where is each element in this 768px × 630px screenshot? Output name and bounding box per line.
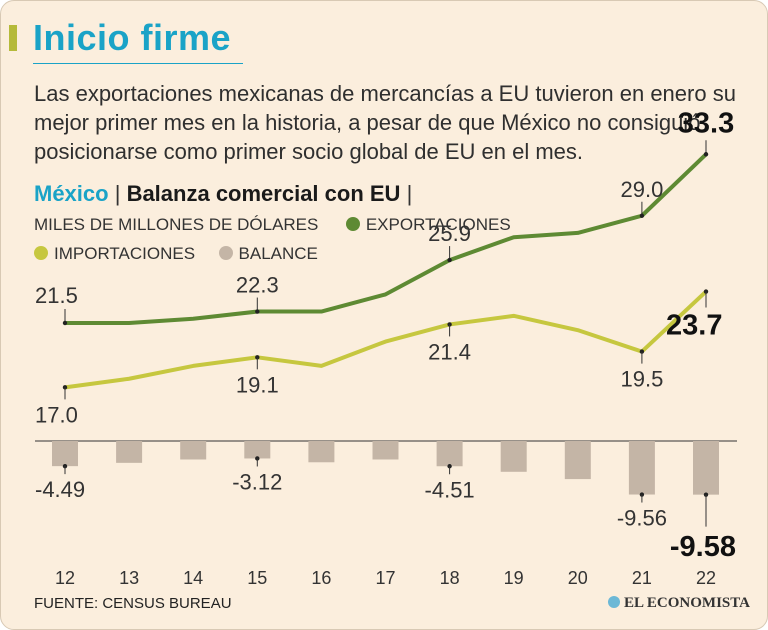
exports-point-15 — [255, 309, 260, 314]
balance-bar-19 — [500, 441, 527, 472]
chart-title: Balanza comercial con EU — [126, 181, 401, 206]
chart-separator-right: | — [406, 181, 413, 206]
x-tick-label-16: 16 — [311, 568, 331, 588]
balance-bar-22 — [693, 441, 719, 495]
units-label: MILES DE MILLONES DE DÓLARES — [34, 215, 319, 234]
exports-point-12 — [62, 320, 68, 326]
chart-country: México — [34, 181, 109, 206]
balance-bar-15 — [244, 441, 271, 459]
imports-point-21 — [639, 349, 645, 354]
exports-value-label-21: 29.0 — [620, 177, 663, 202]
x-tick-label-14: 14 — [183, 568, 203, 588]
exports-point-21 — [639, 213, 645, 218]
legend-balance-label: BALANCE — [238, 244, 318, 263]
brand-logo-icon — [608, 596, 620, 608]
balance-bar-16 — [308, 441, 335, 463]
exports-value-label-15: 22.3 — [236, 273, 279, 298]
imports-line — [63, 289, 708, 390]
exports-point-18 — [447, 257, 452, 263]
exports-point-22 — [703, 152, 709, 157]
exports-value-label-18: 25.9 — [428, 221, 471, 246]
exports-line — [63, 152, 708, 325]
x-tick-label-20: 20 — [568, 568, 588, 588]
legend-imports-label: IMPORTACIONES — [54, 244, 196, 263]
x-tick-label-15: 15 — [247, 568, 267, 588]
balance-bar-14 — [180, 441, 207, 460]
legend-balance-dot — [218, 246, 233, 260]
legend-imports-dot — [34, 246, 48, 260]
description: Las exportaciones mexicanas de mercancía… — [34, 81, 736, 164]
imports-point-12 — [62, 385, 68, 390]
chart-separator-left: | — [114, 181, 121, 206]
legend-row-1: MILES DE MILLONES DE DÓLARES EXPORTACION… — [34, 215, 511, 235]
balance-bar-18 — [436, 441, 463, 467]
balance-bar-17 — [372, 441, 399, 460]
imports-point-22 — [703, 289, 709, 294]
balance-bar-13 — [116, 441, 143, 463]
legend-row-2: IMPORTACIONES BALANCE — [34, 244, 318, 264]
legend-exports-dot — [345, 217, 360, 231]
imports-value-label-22: 23.7 — [666, 310, 722, 342]
balance-bar-20 — [564, 441, 591, 480]
exports-value-label-22: 33.3 — [678, 107, 734, 139]
x-tick-label-17: 17 — [375, 568, 395, 588]
imports-value-label-15: 19.1 — [236, 372, 279, 397]
title-accent-bar — [9, 25, 17, 51]
imports-value-label-21: 19.5 — [620, 367, 663, 392]
imports-value-label-12: 17.0 — [35, 402, 78, 427]
x-tick-label-12: 12 — [55, 568, 75, 588]
x-tick-label-21: 21 — [632, 568, 652, 588]
brand-name: EL ECONOMISTA — [624, 595, 750, 611]
balance-bar-21 — [628, 441, 655, 495]
title-underline — [33, 63, 243, 64]
source-note: FUENTE: CENSUS BUREAU — [34, 595, 232, 612]
x-tick-label-22: 22 — [696, 568, 716, 588]
balance-value-label-22: -9.58 — [670, 531, 736, 563]
x-tick-label-18: 18 — [440, 568, 460, 588]
chart-heading: México | Balanza comercial con EU | — [34, 181, 412, 207]
brand-logo: EL ECONOMISTA — [608, 595, 750, 612]
balance-bar-12 — [52, 441, 78, 467]
balance-value-label-15: -3.12 — [232, 469, 282, 494]
balance-point-12 — [62, 463, 68, 469]
x-tick-label-13: 13 — [119, 568, 139, 588]
x-tick-label-19: 19 — [504, 568, 524, 588]
balance-value-label-12: -4.49 — [35, 477, 85, 502]
balance-point-18 — [447, 464, 452, 469]
page-title: Inicio firme — [33, 17, 232, 58]
imports-value-label-18: 21.4 — [428, 339, 471, 364]
balance-value-label-18: -4.51 — [425, 477, 475, 502]
exports-value-label-12: 21.5 — [35, 283, 78, 308]
balance-value-label-21: -9.56 — [617, 506, 667, 531]
legend-exports-label: EXPORTACIONES — [365, 215, 511, 234]
